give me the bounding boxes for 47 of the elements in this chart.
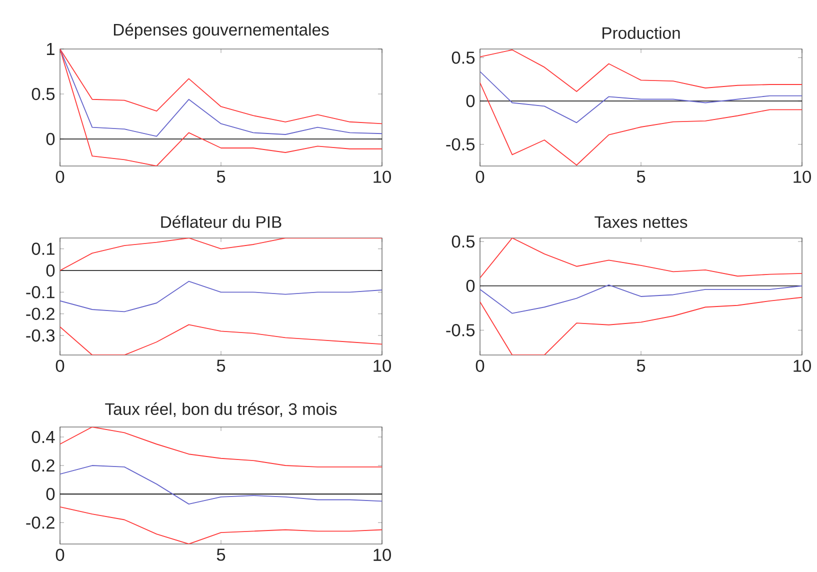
y-tick-label: 0 [46,264,55,277]
x-tick-label: 0 [56,548,64,561]
y-tick-label: 1 [46,43,54,55]
line-series [480,82,802,166]
chart-title: Dépenses gouvernementales [114,23,329,39]
y-tick-label: -0.2 [26,516,54,529]
y-tick-label: 0.2 [32,459,54,472]
x-tick-label: 10 [794,360,811,372]
y-tick-label: 0 [466,280,475,292]
line-series [480,296,802,355]
x-tick-label: 5 [636,360,646,372]
line-series [480,71,802,124]
line-series [60,506,382,544]
x-tick-label: 5 [636,170,646,183]
y-tick-label: -0.5 [446,324,475,336]
line-series [60,324,382,355]
y-tick-label: 0.4 [32,430,55,444]
x-tick-label: 10 [374,548,391,561]
x-tick-label: 0 [476,170,484,183]
y-tick-label: 0 [46,488,55,500]
x-tick-label: 0 [476,360,484,372]
y-tick-label: 0.5 [452,52,475,64]
chart-title: Taxes nettes [594,216,688,228]
chart-title: Production [602,26,680,39]
y-tick-label: -0.3 [26,329,55,342]
y-tick-label: 0.1 [32,242,54,255]
x-tick-label: 10 [794,170,811,183]
line-series [60,465,382,505]
x-tick-label: 5 [216,360,226,372]
x-tick-label: 5 [216,548,226,561]
chart-title: Taux réel, bon du trésor, 3 mois [105,402,337,417]
y-tick-label: -0.5 [446,138,475,150]
y-tick-label: -0.2 [26,308,54,320]
line-series [60,280,382,312]
chart-title: Déflateur du PIB [161,216,282,228]
x-tick-label: 10 [374,170,391,183]
line-series [480,238,802,278]
y-tick-label: 0.5 [452,235,475,248]
y-tick-label: -0.1 [26,286,54,298]
x-tick-label: 0 [56,360,64,372]
y-tick-label: 0 [46,132,55,146]
x-tick-label: 5 [216,170,226,183]
line-series [480,49,802,92]
x-tick-label: 10 [374,360,391,372]
y-tick-label: 0 [466,94,475,108]
x-tick-label: 0 [56,170,64,183]
y-tick-label: 0.5 [32,88,55,100]
